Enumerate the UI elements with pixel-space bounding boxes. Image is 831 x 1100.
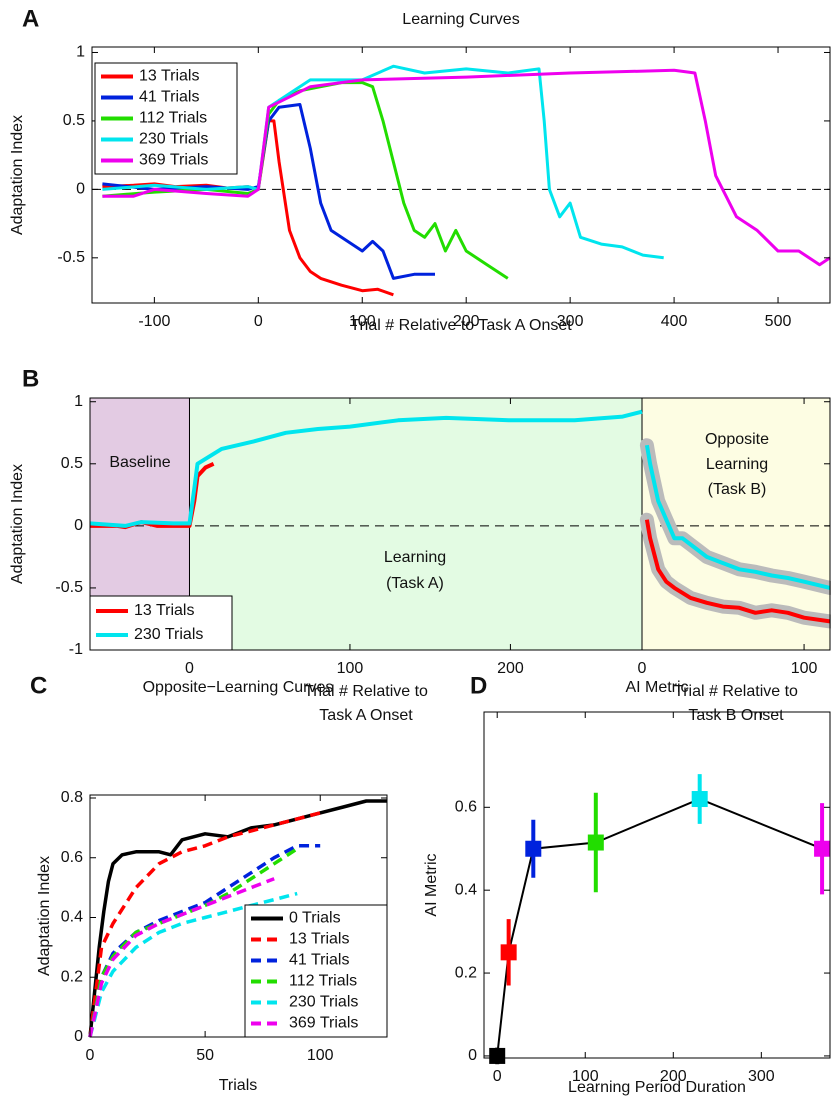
legend-label: 13 Trials <box>139 68 199 85</box>
region-label: (Task A) <box>386 575 444 592</box>
y-tick-label: 0 <box>74 517 83 534</box>
x-tick-label: 200 <box>453 313 480 330</box>
x-axis-label: Trial # Relative to <box>304 683 428 700</box>
region-label: Learning <box>384 549 446 566</box>
x-tick-label: 0 <box>493 1068 502 1085</box>
axes-box <box>89 397 831 651</box>
axes-box <box>483 711 831 1059</box>
y-tick-label: 0 <box>468 1047 477 1064</box>
series-line <box>88 811 321 1038</box>
x-axis-label: Trial # Relative to <box>674 683 798 700</box>
series-line <box>89 409 643 528</box>
legend-box <box>244 904 388 1038</box>
x-tick-label: 0 <box>254 313 263 330</box>
y-tick-label: 0.4 <box>455 881 477 898</box>
region-label: Baseline <box>109 454 170 471</box>
chart-title: Learning Curves <box>402 11 519 28</box>
x-tick-label: 300 <box>748 1068 775 1085</box>
x-tick-label: 200 <box>497 660 524 677</box>
panel-label: D <box>470 672 487 699</box>
region-label: Opposite <box>705 431 769 448</box>
legend-label: 230 Trials <box>134 626 203 643</box>
legend-label: 13 Trials <box>134 602 194 619</box>
x-tick-label: 500 <box>765 313 792 330</box>
y-tick-label: -1 <box>69 641 83 658</box>
legend-label: 41 Trials <box>289 952 349 969</box>
y-axis-label: Adaptation Index <box>36 856 53 976</box>
x-tick-label: 0 <box>185 660 194 677</box>
panel-label: A <box>22 5 39 32</box>
x-tick-label: 100 <box>349 313 376 330</box>
legend-label: 0 Trials <box>289 910 341 927</box>
chart-title: AI Metric <box>625 679 688 696</box>
y-tick-label: 0.5 <box>63 112 85 129</box>
legend-label: 112 Trials <box>289 973 357 990</box>
x-tick-label: 200 <box>660 1068 687 1085</box>
y-tick-label: 0.6 <box>455 799 477 816</box>
y-tick-label: -0.5 <box>55 579 83 596</box>
legend-label: 230 Trials <box>139 131 208 148</box>
axes-box <box>91 46 831 304</box>
y-tick-label: 0.6 <box>61 849 83 866</box>
x-tick-label: 100 <box>572 1068 599 1085</box>
x-axis-label: Task A Onset <box>319 707 413 724</box>
y-tick-label: 1 <box>76 44 85 61</box>
x-tick-label: 100 <box>337 660 364 677</box>
chart-title: Opposite−Learning Curves <box>143 679 334 696</box>
legend-label: 41 Trials <box>139 89 199 106</box>
x-tick-label: 300 <box>557 313 584 330</box>
y-tick-label: 0 <box>74 1028 83 1045</box>
x-tick-label: 0 <box>638 660 647 677</box>
y-axis-label: Adaptation Index <box>9 115 26 235</box>
legend-label: 112 Trials <box>139 110 207 127</box>
y-tick-label: 0.2 <box>455 964 477 981</box>
region-label: (Task B) <box>708 481 767 498</box>
y-tick-label: 0.8 <box>61 789 83 806</box>
legend-label: 13 Trials <box>289 931 349 948</box>
legend-box <box>89 595 233 651</box>
x-axis-label: Trial # Relative to Task A Onset <box>350 317 572 334</box>
x-tick-label: 100 <box>307 1047 334 1064</box>
region-label: Learning <box>706 456 768 473</box>
point-marker <box>691 791 708 808</box>
y-tick-label: 0 <box>76 181 85 198</box>
y-tick-label: 0.4 <box>61 909 83 926</box>
panel-label: C <box>30 672 47 699</box>
connect-line <box>496 797 823 1057</box>
series-line <box>102 68 831 267</box>
point-marker <box>500 944 517 961</box>
x-tick-label: 50 <box>196 1047 214 1064</box>
x-tick-label: 400 <box>661 313 688 330</box>
legend-label: 230 Trials <box>289 994 358 1011</box>
x-axis-label: Learning Period Duration <box>568 1079 746 1096</box>
x-tick-label: 100 <box>791 660 818 677</box>
series-line <box>88 877 275 1038</box>
point-marker <box>587 834 604 851</box>
y-tick-label: -0.5 <box>57 249 85 266</box>
series-line <box>102 103 435 280</box>
series-line <box>644 519 831 624</box>
point-marker <box>525 840 542 857</box>
point-marker <box>814 840 831 857</box>
x-tick-label: 0 <box>86 1047 95 1064</box>
y-tick-label: 0.5 <box>61 455 83 472</box>
x-axis-label: Trials <box>219 1077 258 1094</box>
y-axis-label: AI Metric <box>423 853 440 916</box>
y-axis-label: Adaptation Index <box>9 464 26 584</box>
x-axis-label: Task B Onset <box>688 707 784 724</box>
legend-label: 369 Trials <box>139 152 208 169</box>
panel-label: B <box>22 365 39 392</box>
y-tick-label: 1 <box>74 393 83 410</box>
region <box>188 397 643 651</box>
legend-label: 369 Trials <box>289 1015 358 1032</box>
series-line <box>644 444 831 590</box>
x-tick-label: -100 <box>138 313 170 330</box>
y-tick-label: 0.2 <box>61 968 83 985</box>
